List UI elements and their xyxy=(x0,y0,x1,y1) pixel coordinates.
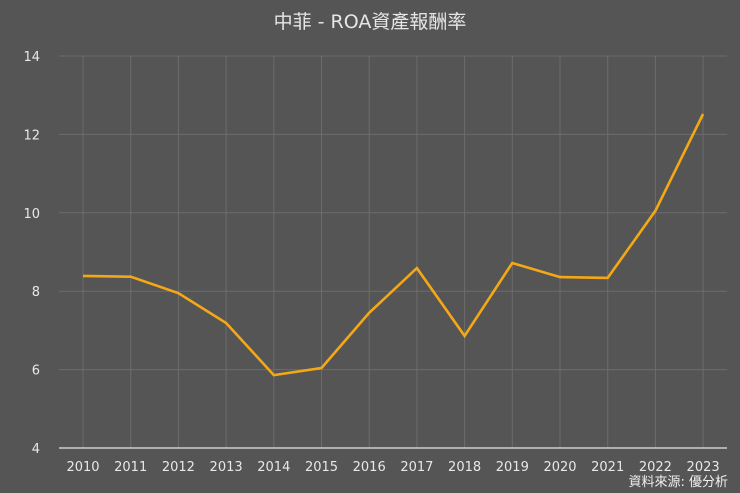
x-tick-label: 2013 xyxy=(210,460,243,475)
y-tick-label: 10 xyxy=(23,207,40,222)
x-tick-label: 2018 xyxy=(448,460,481,475)
x-tick-label: 2010 xyxy=(66,460,99,475)
x-tick-label: 2023 xyxy=(687,460,720,475)
x-tick-label: 2020 xyxy=(543,460,576,475)
x-tick-label: 2015 xyxy=(305,460,338,475)
roa-series-line xyxy=(82,113,705,377)
y-axis-ticks: 4 6 8 10 12 14 xyxy=(23,50,40,457)
x-axis-ticks: 2010 2011 2012 2013 2014 2015 2016 2017 2018 2019… xyxy=(66,460,719,475)
y-tick-label: 12 xyxy=(23,128,40,143)
x-tick-label: 2016 xyxy=(353,460,386,475)
y-tick-label: 6 xyxy=(32,364,40,379)
x-tick-label: 2019 xyxy=(496,460,529,475)
x-tick-label: 2014 xyxy=(257,460,290,475)
y-tick-label: 8 xyxy=(32,285,40,300)
y-tick-label: 4 xyxy=(32,442,40,457)
gridlines xyxy=(59,55,727,448)
x-tick-label: 2017 xyxy=(400,460,433,475)
source-note: 資料來源: 優分析 xyxy=(628,475,728,490)
chart-title: 中菲 - ROA資產報酬率 xyxy=(273,11,467,33)
y-tick-label: 14 xyxy=(23,50,40,65)
x-tick-label: 2011 xyxy=(114,460,147,475)
x-tick-label: 2021 xyxy=(591,460,624,475)
x-tick-label: 2012 xyxy=(162,460,195,475)
x-tick-label: 2022 xyxy=(639,460,672,475)
